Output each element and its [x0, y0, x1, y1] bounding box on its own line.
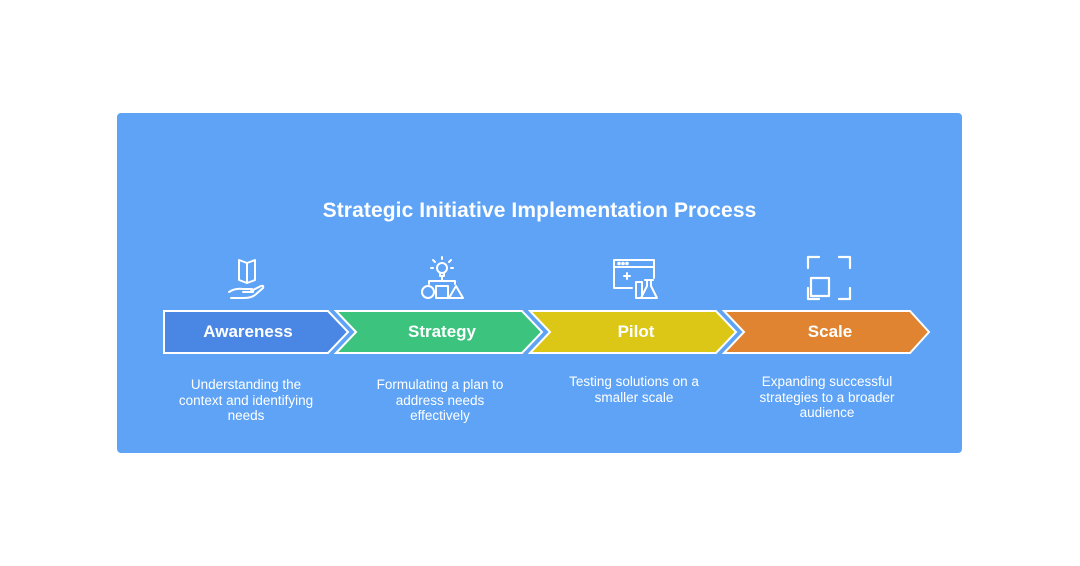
- stage-label-strategy: Strategy: [407, 322, 477, 341]
- stage-description-pilot: Testing solutions on a smaller scale: [569, 374, 699, 405]
- pilot-arrow: [527, 310, 738, 354]
- scale-arrow: [721, 310, 931, 354]
- strategy-arrow: [333, 310, 544, 354]
- stage-description-strategy: Formulating a plan to address needs effe…: [376, 377, 504, 423]
- process-panel: Strategic Initiative Implementation Proc…: [117, 113, 962, 453]
- book-hand-icon: [223, 254, 271, 302]
- stage-label-scale: Scale: [807, 322, 853, 341]
- lightbulb-shapes-icon: [418, 254, 466, 302]
- stage-label-pilot: Pilot: [617, 322, 655, 341]
- browser-lab-icon: [610, 254, 658, 302]
- stage-description-awareness: Understanding the context and identifyin…: [178, 377, 314, 423]
- diagram-title: Strategic Initiative Implementation Proc…: [322, 199, 757, 222]
- stage-description-scale: Expanding successful strategies to a bro…: [759, 374, 895, 420]
- stage-label-awareness: Awareness: [203, 322, 293, 341]
- expand-corners-icon: [805, 254, 853, 302]
- awareness-arrow: [163, 310, 350, 354]
- process-arrows: [163, 310, 931, 354]
